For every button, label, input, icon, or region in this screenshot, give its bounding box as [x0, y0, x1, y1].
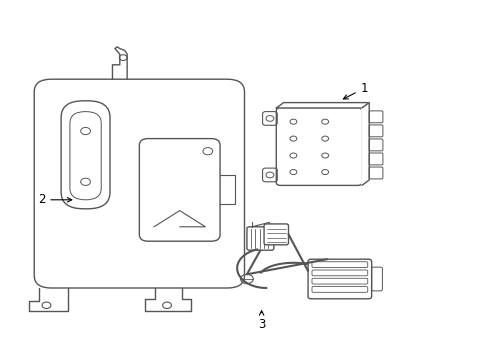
- Text: 1: 1: [343, 82, 367, 99]
- Text: 3: 3: [257, 311, 265, 331]
- FancyBboxPatch shape: [264, 224, 288, 245]
- Polygon shape: [361, 103, 368, 185]
- FancyBboxPatch shape: [276, 108, 361, 185]
- Polygon shape: [276, 103, 368, 108]
- Text: 2: 2: [38, 193, 72, 206]
- FancyBboxPatch shape: [307, 259, 371, 299]
- FancyBboxPatch shape: [246, 227, 273, 250]
